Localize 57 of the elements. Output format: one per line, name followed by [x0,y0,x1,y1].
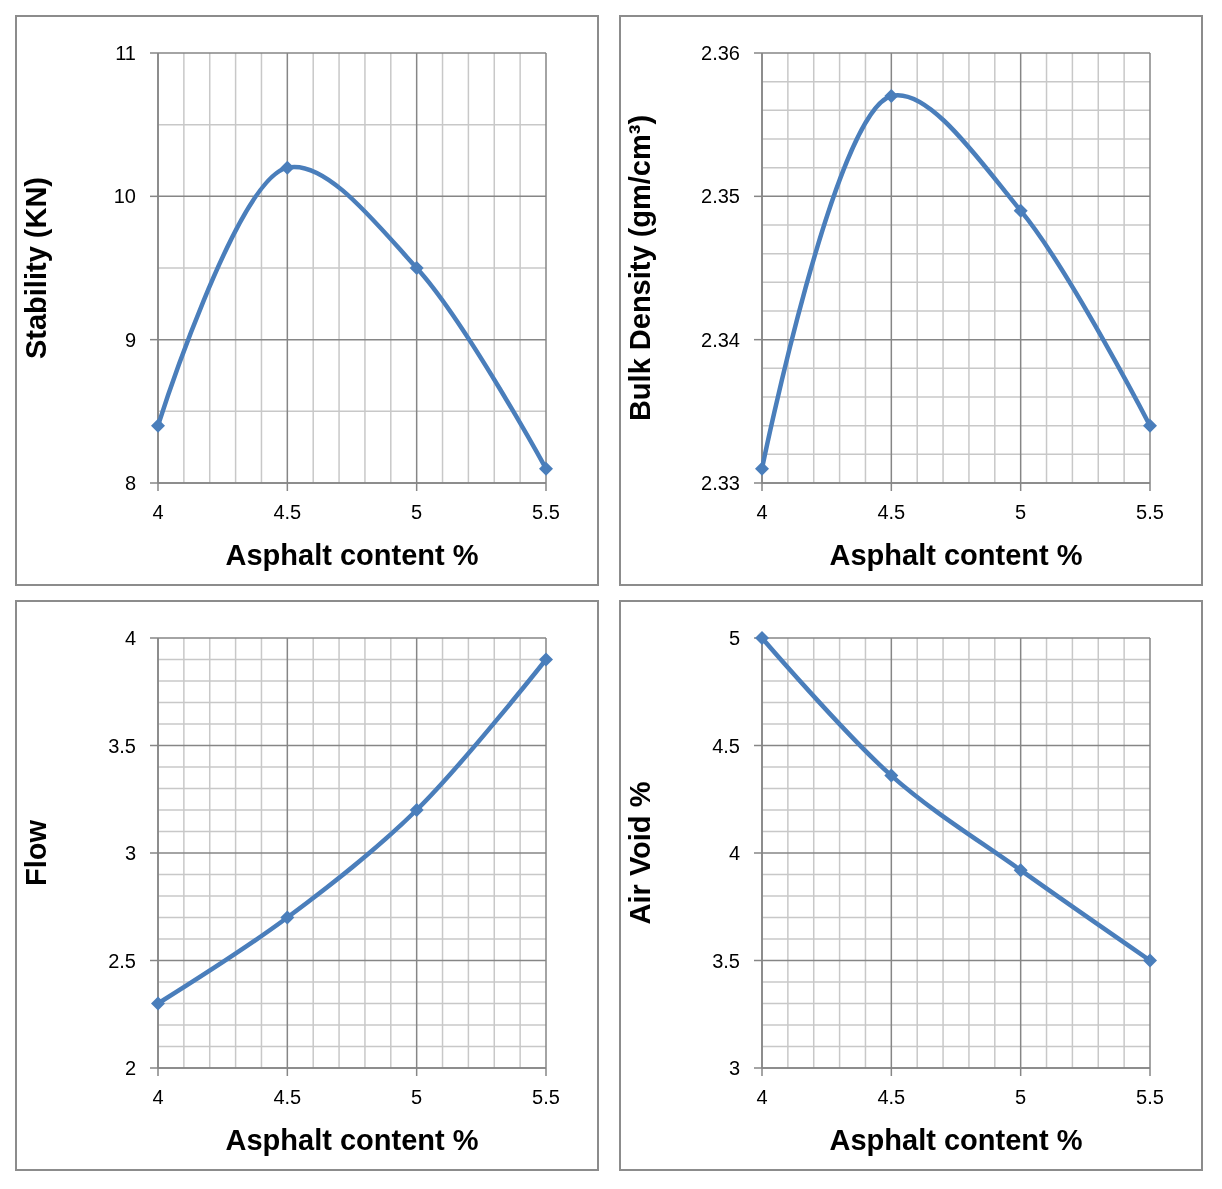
x-tick-label: 4 [152,1086,164,1108]
x-axis-title: Asphalt content % [829,1124,1083,1156]
x-axis-title: Asphalt content % [225,1124,479,1156]
y-tick-label: 5 [728,627,740,649]
point [280,160,295,175]
x-tick-label: 5.5 [1136,1086,1164,1108]
y-tick-label: 3 [728,1057,740,1079]
point [884,89,899,103]
point [1143,953,1157,968]
y-tick-label: 2 [124,1057,136,1079]
point [409,803,424,817]
x-tick-label: 4 [756,501,768,523]
y-tick-label: 4 [124,627,136,649]
x-tick-label: 5 [411,1086,423,1108]
point [280,910,295,925]
y-axis-title: Stability (KN) [20,176,52,360]
x-tick-label: 4 [152,501,164,523]
y-axis-title: Bulk Density (gm/cm³) [624,114,656,422]
y-tick-label: 3 [124,842,136,864]
x-tick-label: 5 [1015,1086,1027,1108]
x-tick-label: 5 [1015,501,1027,523]
point [409,261,424,275]
x-tick-label: 4.5 [273,501,302,523]
y-tick-label: 11 [115,42,136,64]
point [1143,418,1157,433]
y-tick-label: 2.5 [108,949,136,972]
point [151,996,165,1011]
x-tick-label: 4.5 [877,501,906,523]
y-tick-label: 2.33 [701,472,740,494]
x-tick-label: 4.5 [877,1086,906,1108]
x-tick-label: 4.5 [273,1086,302,1108]
y-tick-label: 2.35 [701,185,740,208]
y-tick-label: 10 [113,185,136,208]
point [539,652,553,667]
y-tick-label: 2.36 [701,42,740,64]
y-tick-label: 8 [124,472,136,494]
x-tick-label: 5.5 [532,1086,560,1108]
y-axis-title: Air Void % [624,781,656,925]
y-tick-label: 4 [728,842,740,864]
x-tick-label: 5 [411,501,423,523]
x-tick-label: 5.5 [532,501,560,523]
point [1013,863,1028,878]
y-axis-title: Flow [20,819,52,887]
y-tick-label: 9 [124,328,136,351]
x-axis-title: Asphalt content % [225,539,479,571]
point [755,461,769,476]
y-tick-label: 2.34 [701,328,740,351]
point [539,461,553,476]
y-tick-label: 3.5 [712,949,740,972]
y-tick-label: 4.5 [712,734,740,757]
x-tick-label: 5.5 [1136,501,1164,523]
point [151,418,165,433]
point [884,768,899,783]
y-tick-label: 3.5 [108,734,136,757]
point [1013,203,1028,218]
x-tick-label: 4 [756,1086,768,1108]
x-axis-title: Asphalt content % [829,539,1083,571]
